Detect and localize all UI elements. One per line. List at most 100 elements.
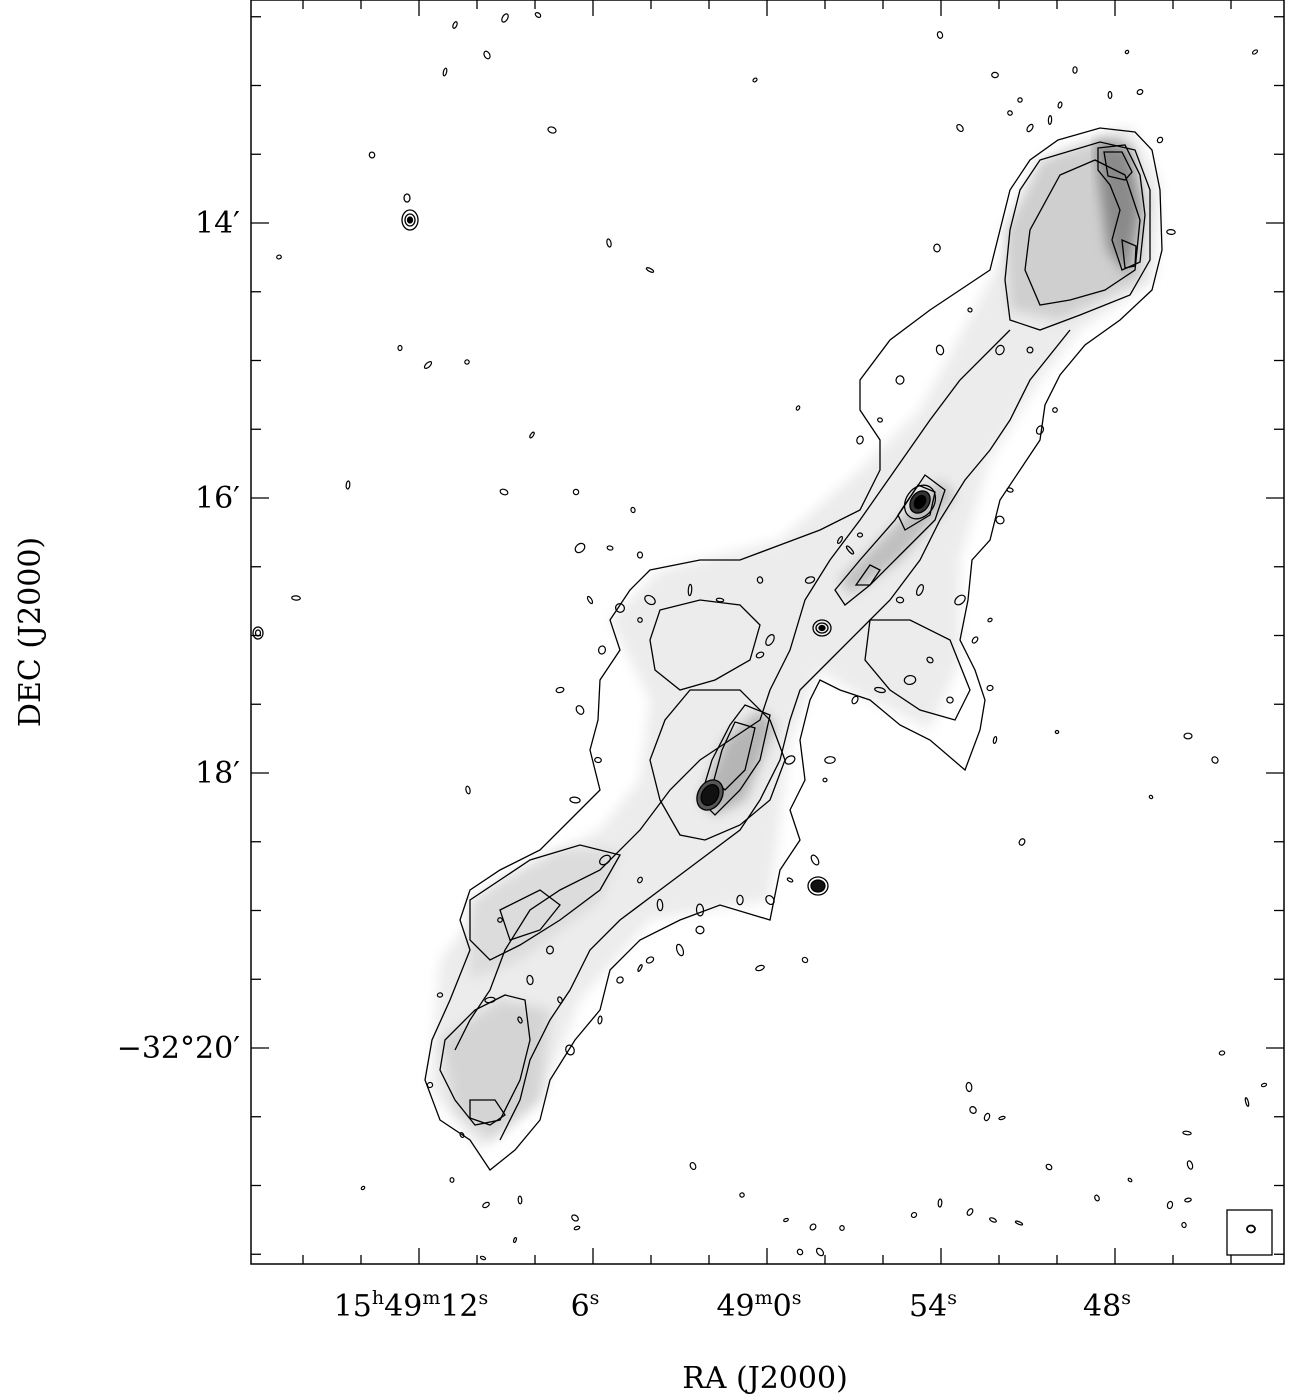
y-tick-label: −32°20′ — [117, 1031, 240, 1066]
noise-contour — [499, 488, 509, 496]
noise-contour — [637, 964, 643, 972]
noise-contour — [1148, 794, 1154, 800]
lobe-contour-2 — [1004, 141, 1151, 331]
edge-contour — [851, 695, 859, 705]
noise-contour — [1026, 123, 1034, 133]
noise-contour — [1018, 838, 1026, 846]
noise-contour — [815, 1247, 825, 1257]
noise-contour — [630, 506, 636, 514]
noise-contour — [571, 1214, 579, 1222]
noise-contour — [572, 488, 580, 496]
edge-contour — [695, 925, 705, 935]
noise-contours — [276, 11, 1268, 1261]
noise-contour — [501, 13, 509, 23]
noise-contour — [809, 1223, 817, 1231]
noise-contour — [1211, 756, 1219, 764]
noise-contour — [276, 254, 282, 260]
noise-contour — [465, 785, 471, 795]
edge-contour — [715, 597, 725, 603]
edge-contour — [517, 1016, 523, 1024]
edge-contour — [971, 636, 979, 644]
edge-contour — [903, 674, 917, 686]
noise-contour — [1244, 1097, 1250, 1107]
edge-contour — [557, 996, 563, 1004]
edge-contour — [645, 956, 655, 964]
noise-contour — [1054, 729, 1060, 735]
noise-contour — [783, 1217, 789, 1223]
noise-contour — [459, 1131, 465, 1139]
nw-hotspot-emission — [1095, 140, 1140, 275]
se-lobe-contour-2 — [469, 1099, 506, 1126]
noise-contour — [1007, 110, 1013, 116]
hotspot-contour-3 — [1121, 238, 1137, 269]
edge-contour — [614, 603, 626, 613]
se-lobe-inner-emission — [470, 850, 620, 980]
y-tick-label: 18′ — [195, 756, 240, 791]
edge-contour — [497, 917, 503, 923]
nw-jet-contour-1 — [834, 474, 946, 606]
noise-contour — [368, 151, 376, 159]
noise-contour — [1094, 1194, 1100, 1202]
noise-contour — [839, 1225, 845, 1231]
noise-contour — [1156, 136, 1164, 144]
noise-contour — [956, 123, 964, 133]
edge-contour — [845, 545, 855, 555]
edge-contour — [736, 894, 744, 906]
noise-contour — [989, 1217, 997, 1223]
noise-contour — [739, 1192, 745, 1198]
edge-contour — [1006, 487, 1014, 493]
edge-contour — [756, 576, 764, 584]
edge-contour — [594, 756, 602, 764]
edge-contour — [575, 705, 585, 715]
edge-contour — [555, 686, 565, 694]
edge-contour — [895, 596, 905, 604]
edge-contour — [810, 854, 820, 866]
edge-contour — [656, 898, 664, 912]
edge-contour — [606, 545, 614, 551]
beam-marker — [1226, 1209, 1273, 1256]
se-jet-contour-2 — [713, 721, 756, 791]
noise-contour — [801, 956, 809, 964]
edge-contour — [1026, 346, 1034, 354]
y-axis-label: DEC (J2000) — [13, 537, 48, 727]
x-tick-label: 6s — [571, 1287, 600, 1324]
noise-contour — [933, 243, 941, 253]
edge-contour — [895, 375, 905, 385]
se-mid-contour — [649, 689, 786, 841]
edge-contour — [1052, 407, 1058, 413]
right-wing-contour — [864, 619, 971, 721]
noise-contour — [752, 77, 758, 83]
noise-contour — [397, 344, 403, 352]
noise-contour — [1127, 1177, 1133, 1183]
edge-contour — [565, 1044, 575, 1056]
noise-contour — [1182, 1130, 1192, 1136]
noise-contour — [479, 1255, 487, 1261]
noise-contour — [442, 67, 448, 77]
noise-contour — [1047, 115, 1053, 125]
edge-contour — [755, 651, 765, 659]
compact-source-south — [807, 876, 829, 896]
noise-contour — [1181, 1221, 1187, 1229]
lobe-contour-3 — [1024, 159, 1141, 306]
noise-contour — [1260, 1082, 1268, 1088]
plot-area — [252, 11, 1268, 1261]
edge-contour — [687, 583, 693, 597]
x-tick-label: 48s — [1083, 1287, 1131, 1324]
edge-contour — [926, 656, 934, 664]
noise-contour — [795, 405, 801, 411]
noise-contour — [1166, 1200, 1174, 1210]
inner-channel-contour-b — [499, 329, 1071, 1141]
noise-contour — [1107, 90, 1113, 100]
nw-jet-contour-2 — [897, 484, 936, 531]
noise-contour — [464, 359, 470, 365]
noise-contour — [1183, 732, 1193, 740]
edge-contour — [784, 755, 796, 765]
noise-contour — [910, 1211, 918, 1219]
edge-contour — [856, 532, 864, 538]
noise-contour — [991, 71, 999, 79]
x-tick-label: 49m0s — [716, 1287, 801, 1324]
edge-contour — [824, 756, 836, 764]
noise-contour — [965, 1081, 973, 1093]
noise-contour — [512, 1237, 518, 1243]
